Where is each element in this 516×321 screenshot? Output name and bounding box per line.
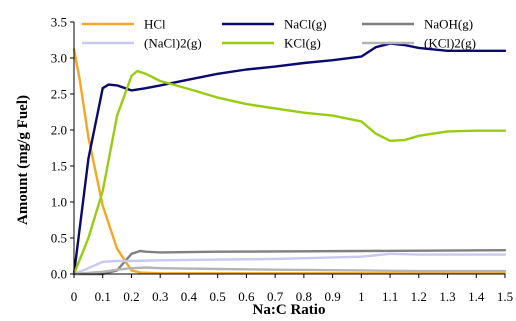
series-layer bbox=[72, 42, 507, 276]
x-tick-label-6: 0.6 bbox=[238, 289, 255, 304]
series-line-2 bbox=[72, 249, 507, 276]
legend-label-2: NaOH(g) bbox=[424, 17, 473, 32]
legend-label-5: (KCl)2(g) bbox=[424, 36, 476, 51]
y-tick-label-3: 1.5 bbox=[51, 159, 67, 174]
x-tick-label-0: 0 bbox=[71, 289, 78, 304]
y-tick-label-1: 0.5 bbox=[51, 231, 67, 246]
axes-layer: 0.0 0.5 1.0 1.5 2.0 2.5 3.0 3.5 0 0.1 0.2 0.3 0.4 0.5… bbox=[51, 15, 513, 305]
x-tick-label-7: 0.7 bbox=[267, 289, 284, 304]
y-tick-label-0: 0.0 bbox=[51, 267, 67, 282]
series-line-1 bbox=[72, 42, 507, 276]
x-tick-label-5: 0.5 bbox=[210, 289, 226, 304]
x-tick-label-14: 1.4 bbox=[468, 289, 485, 304]
x-tick-label-11: 1.1 bbox=[382, 289, 398, 304]
x-tick-label-13: 1.3 bbox=[439, 289, 455, 304]
x-tick-label-1: 0.1 bbox=[95, 289, 111, 304]
y-tick-label-6: 3.0 bbox=[51, 51, 67, 66]
x-tick-label-3: 0.3 bbox=[152, 289, 168, 304]
y-tick-label-2: 1.0 bbox=[51, 195, 67, 210]
legend-label-0: HCl bbox=[144, 17, 166, 32]
x-tick-label-15: 1.5 bbox=[497, 289, 513, 304]
series-line-3 bbox=[72, 252, 507, 276]
y-tick-label-7: 3.5 bbox=[51, 15, 67, 30]
x-axis-title: Na:C Ratio bbox=[253, 302, 326, 318]
x-tick-label-8: 0.8 bbox=[296, 289, 312, 304]
x-tick-label-12: 1.2 bbox=[411, 289, 427, 304]
series-line-0 bbox=[72, 48, 507, 275]
x-tick-label-9: 0.9 bbox=[324, 289, 340, 304]
legend: HCl NaCl(g) NaOH(g) (NaCl)2(g) KCl(g) (KCl)2(… bbox=[82, 17, 476, 51]
legend-label-1: NaCl(g) bbox=[284, 17, 327, 32]
y-axis-title: Amount (mg/g Fuel) bbox=[15, 95, 31, 225]
x-tick-label-2: 0.2 bbox=[123, 289, 139, 304]
x-tick-label-4: 0.4 bbox=[181, 289, 198, 304]
series-line-4 bbox=[72, 69, 507, 276]
y-tick-label-4: 2.0 bbox=[51, 123, 67, 138]
legend-label-3: (NaCl)2(g) bbox=[144, 36, 202, 51]
x-tick-label-10: 1 bbox=[358, 289, 365, 304]
legend-label-4: KCl(g) bbox=[284, 36, 321, 51]
y-tick-label-5: 2.5 bbox=[51, 87, 67, 102]
series-line-5 bbox=[72, 266, 507, 276]
